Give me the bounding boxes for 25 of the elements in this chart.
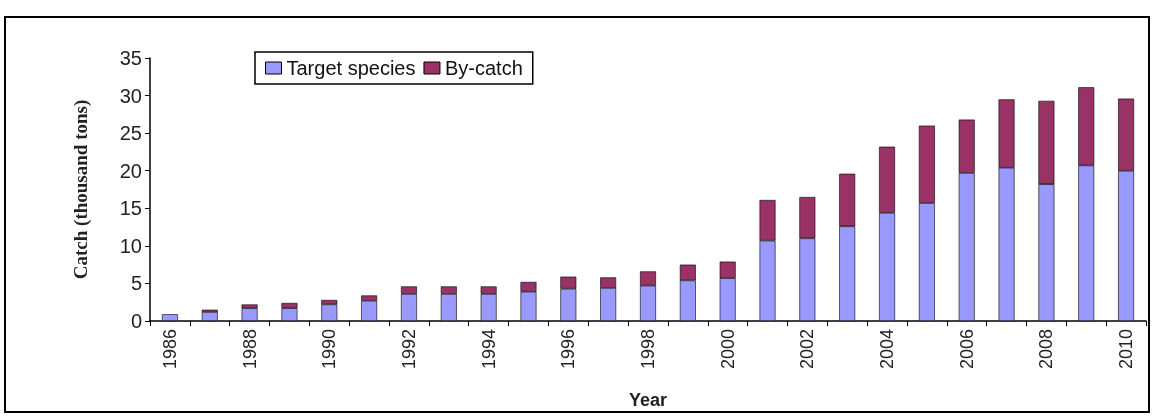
x-tick-label: 2000 bbox=[717, 329, 738, 370]
y-tick-label: 15 bbox=[119, 197, 142, 220]
x-tick-label: 2006 bbox=[956, 329, 977, 370]
y-tick-label: 5 bbox=[130, 272, 142, 295]
x-tick-label: 2002 bbox=[797, 329, 818, 370]
x-tick-label: 1996 bbox=[558, 329, 579, 370]
x-tick-label: 1986 bbox=[159, 329, 180, 370]
y-tick-label: 10 bbox=[119, 234, 142, 257]
x-tick-label: 1992 bbox=[398, 329, 419, 370]
legend-label: By-catch bbox=[444, 57, 523, 79]
x-tick-label: 1998 bbox=[638, 329, 658, 370]
y-tick-label: 20 bbox=[119, 159, 142, 182]
y-tick-label: 25 bbox=[119, 122, 142, 145]
x-tick-label: 2010 bbox=[1116, 329, 1137, 370]
x-tick-label: 2008 bbox=[1036, 329, 1057, 370]
x-tick-label: 1994 bbox=[478, 329, 499, 370]
x-axis-title: Year bbox=[628, 390, 668, 410]
x-tick-label: 1988 bbox=[239, 329, 260, 370]
y-tick-label: 30 bbox=[119, 84, 142, 107]
x-tick-label: 1990 bbox=[319, 329, 340, 370]
y-axis-title: Catch (thousand tons) bbox=[70, 99, 92, 280]
y-tick-label: 35 bbox=[119, 47, 142, 69]
x-tick-label: 2004 bbox=[877, 329, 898, 370]
y-tick-label: 0 bbox=[130, 310, 142, 332]
legend-label: Target species bbox=[286, 57, 416, 79]
